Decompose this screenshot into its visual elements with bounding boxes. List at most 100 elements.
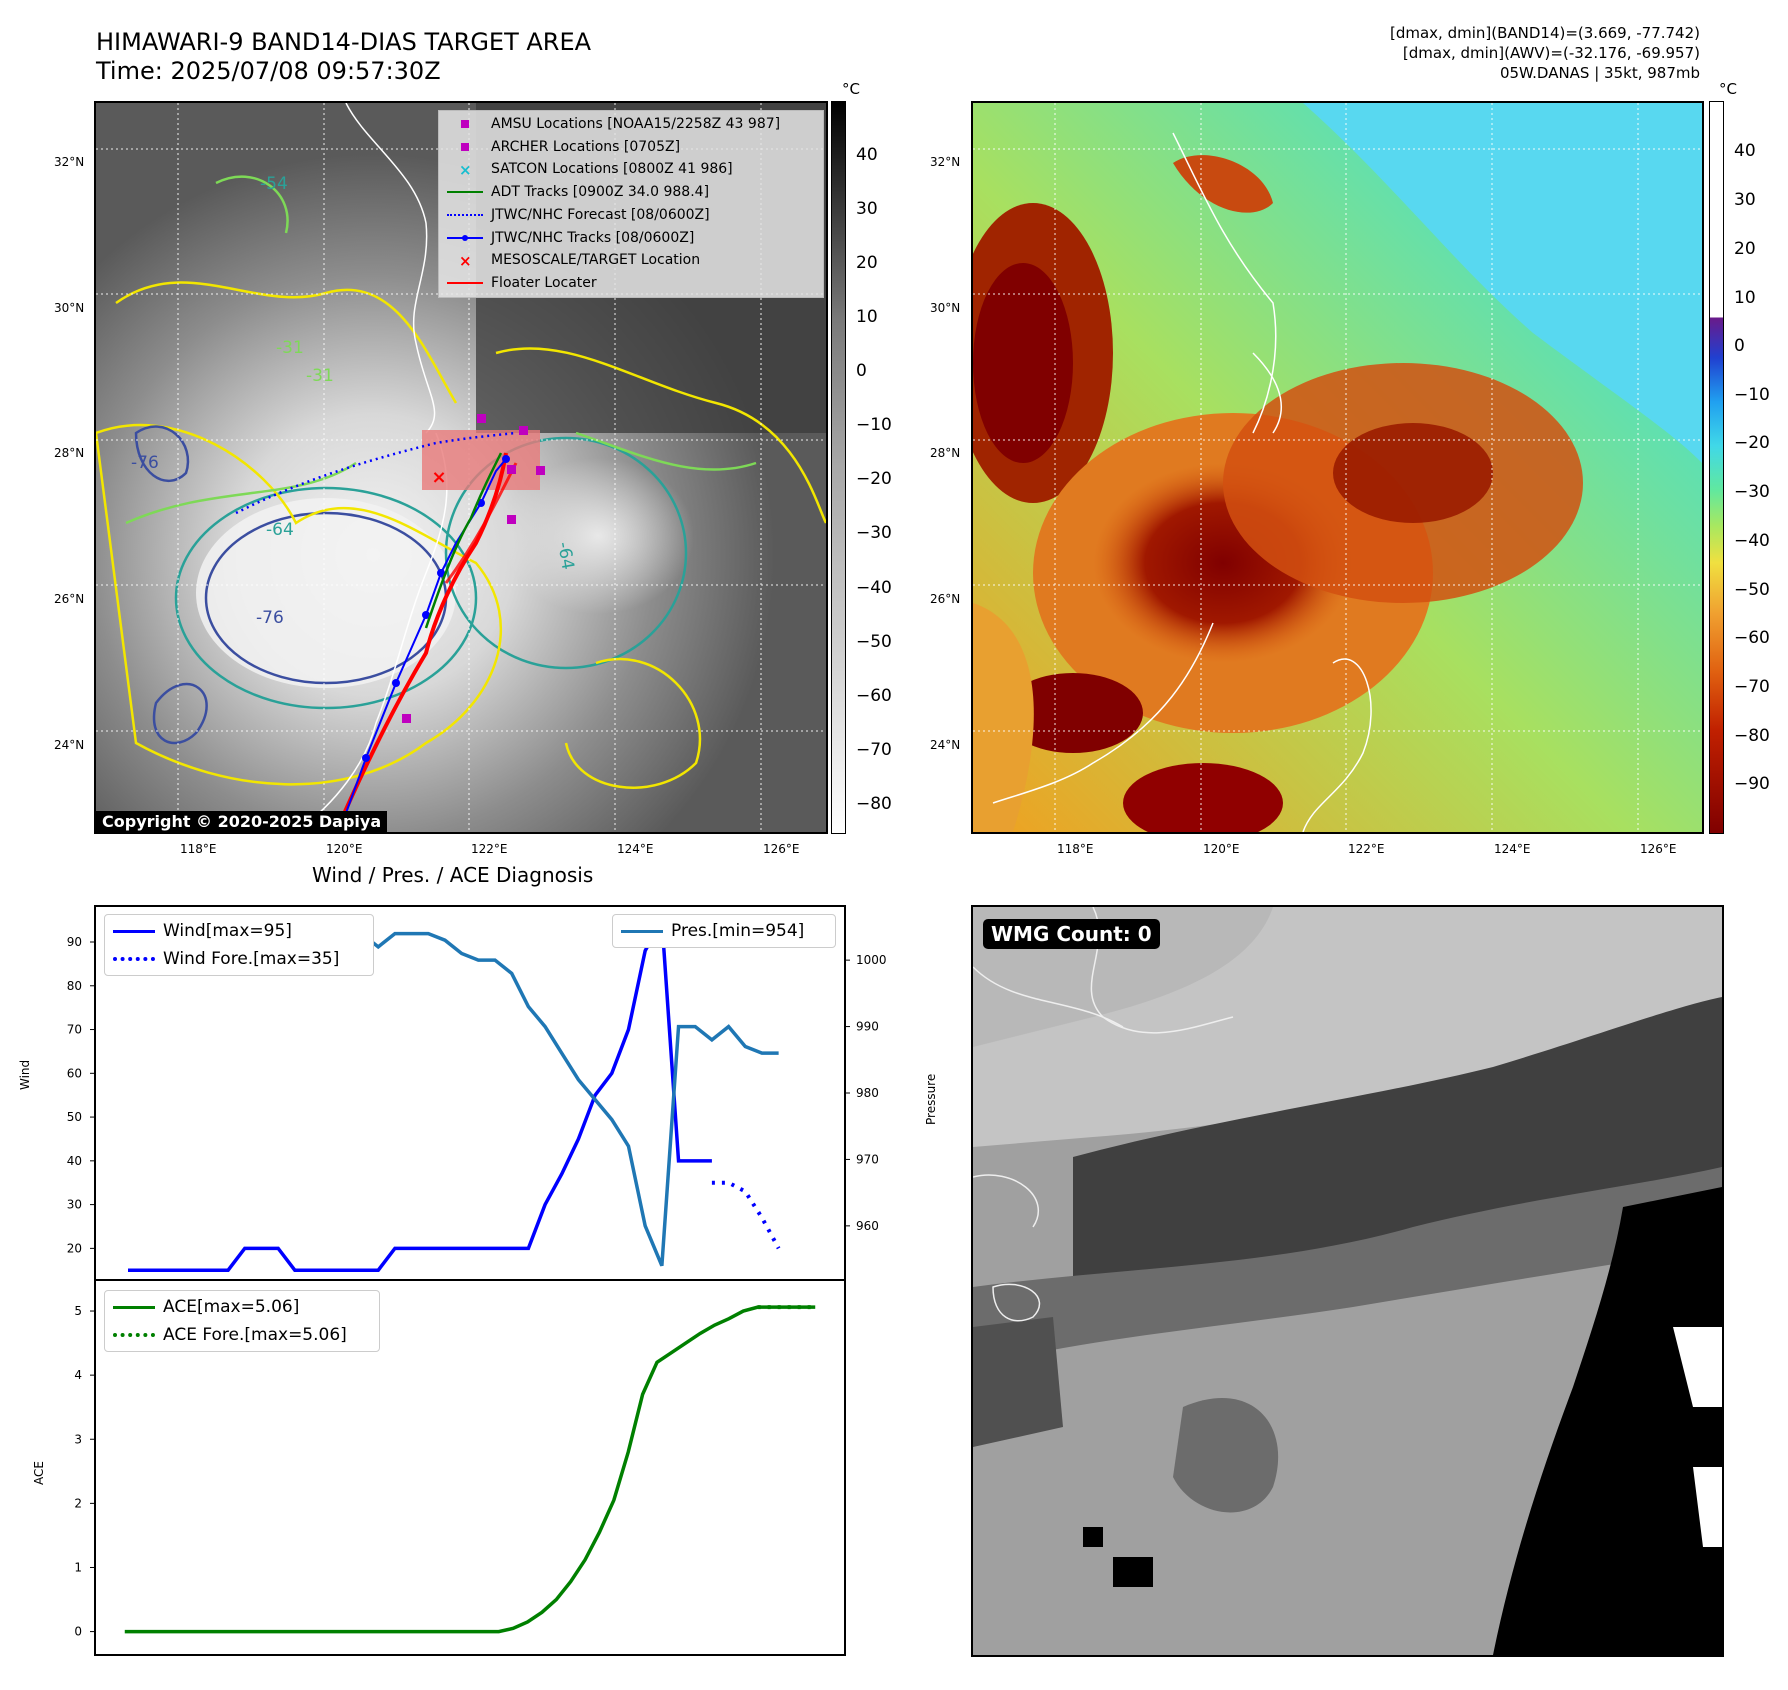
- legend-item-wind: Wind[max=95]: [113, 917, 365, 945]
- lat-label: 30°N: [54, 301, 85, 315]
- ace-tick-label: 3: [74, 1432, 82, 1446]
- lat-label: 28°N: [54, 446, 85, 460]
- band14-map-panel: × -54 -31 -76 -64 -76 -31 -64 AMSU Locat…: [94, 101, 828, 834]
- ace-tick-label: 0: [74, 1625, 82, 1639]
- colorbar-tick: −70: [856, 740, 892, 760]
- lon-label: 122°E: [1348, 842, 1385, 856]
- legend-item-tracks: JTWC/NHC Tracks [08/0600Z]: [447, 227, 815, 250]
- line-dot-icon: [447, 230, 483, 246]
- colorbar-tick: 30: [1734, 190, 1756, 210]
- contour-label: -54: [260, 174, 288, 194]
- pressure-legend: Pres.[min=954]: [612, 914, 836, 948]
- lat-label: 32°N: [54, 155, 85, 169]
- lat-label: 26°N: [930, 592, 961, 606]
- line-marker-icon: [447, 275, 483, 291]
- lon-label: 126°E: [1640, 842, 1677, 856]
- contour-label: -64: [553, 540, 578, 571]
- wind-tick-label: 20: [67, 1241, 82, 1255]
- ace-tick-label: 4: [74, 1368, 82, 1382]
- lon-label: 126°E: [763, 842, 800, 856]
- legend-item-ace: ACE[max=5.06]: [113, 1293, 371, 1321]
- legend-item-amsu: AMSU Locations [NOAA15/2258Z 43 987]: [447, 113, 815, 136]
- ace-axis-label: ACE: [32, 1461, 46, 1485]
- dotted-line-icon: [113, 1327, 155, 1343]
- ace-tick-label: 5: [74, 1304, 82, 1318]
- colorbar-tick: −40: [1734, 531, 1770, 551]
- colorbar-tick: −40: [856, 578, 892, 598]
- legend-item-archer: ARCHER Locations [0705Z]: [447, 136, 815, 159]
- colorbar-tick: −20: [856, 469, 892, 489]
- colorbar-tick: 20: [1734, 239, 1756, 259]
- legend-label: Pres.[min=954]: [671, 921, 805, 941]
- colorbar-tick: 20: [856, 253, 878, 273]
- figure-title: HIMAWARI-9 BAND14-DIAS TARGET AREA: [96, 28, 592, 56]
- ace-legend: ACE[max=5.06] ACE Fore.[max=5.06]: [104, 1290, 380, 1352]
- wind-tick-label: 70: [67, 1023, 82, 1037]
- pressure-tick-label: 990: [856, 1020, 879, 1034]
- contour-label: -76: [131, 453, 159, 473]
- dotted-line-icon: [113, 951, 155, 967]
- legend-item-ace-fore: ACE Fore.[max=5.06]: [113, 1321, 371, 1349]
- colorbar-tick: 30: [856, 199, 878, 219]
- wind-tick-label: 90: [67, 935, 82, 949]
- legend-label: JTWC/NHC Forecast [08/0600Z]: [491, 206, 710, 223]
- info-awv: [dmax, dmin](AWV)=(-32.176, -69.957): [1402, 44, 1700, 62]
- legend-label: MESOSCALE/TARGET Location: [491, 252, 701, 269]
- pressure-tick-label: 1000: [856, 953, 887, 967]
- contour-label: -31: [306, 366, 334, 386]
- colorbar-tick: −90: [1734, 774, 1770, 794]
- colorbar-unit: °C: [1719, 80, 1737, 98]
- square-marker-icon: [447, 116, 483, 132]
- colorbar-tick: 10: [1734, 288, 1756, 308]
- colorbar-tick: −50: [856, 632, 892, 652]
- lon-label: 124°E: [617, 842, 654, 856]
- contour-label: -31: [276, 338, 304, 358]
- legend-label: ADT Tracks [0900Z 34.0 988.4]: [491, 184, 710, 201]
- lon-label: 120°E: [1203, 842, 1240, 856]
- pressure-tick-label: 980: [856, 1086, 879, 1100]
- legend-item-forecast: JTWC/NHC Forecast [08/0600Z]: [447, 204, 815, 227]
- lat-label: 26°N: [54, 592, 85, 606]
- legend-item-adt: ADT Tracks [0900Z 34.0 988.4]: [447, 181, 815, 204]
- colorbar-tick: −20: [1734, 433, 1770, 453]
- colorbar-tick: −50: [1734, 580, 1770, 600]
- colorbar-tick: −80: [856, 794, 892, 814]
- colorbar-tick: 0: [1734, 336, 1745, 356]
- pressure-tick-label: 960: [856, 1219, 879, 1233]
- colorbar-right: [1709, 101, 1724, 834]
- wind-tick-label: 60: [67, 1066, 82, 1080]
- lon-label: 124°E: [1494, 842, 1531, 856]
- line-marker-icon: [113, 1299, 155, 1315]
- line-marker-icon: [113, 923, 155, 939]
- colorbar-unit: °C: [842, 80, 860, 98]
- copyright-badge: Copyright © 2020-2025 Dapiya: [96, 811, 388, 832]
- diagnosis-title: Wind / Pres. / ACE Diagnosis: [312, 863, 594, 887]
- legend-item-pressure: Pres.[min=954]: [621, 917, 827, 945]
- line-marker-icon: [447, 184, 483, 200]
- legend-label: Wind Fore.[max=35]: [163, 949, 340, 969]
- legend-label: ACE Fore.[max=5.06]: [163, 1325, 347, 1345]
- pressure-tick-label: 970: [856, 1152, 879, 1166]
- colorbar-tick: 40: [1734, 141, 1756, 161]
- colorbar-tick: 40: [856, 145, 878, 165]
- legend-label: JTWC/NHC Tracks [08/0600Z]: [491, 229, 695, 246]
- legend-label: Wind[max=95]: [163, 921, 292, 941]
- dotted-line-icon: [447, 207, 483, 223]
- line-marker-icon: [621, 923, 663, 939]
- info-band14: [dmax, dmin](BAND14)=(3.669, -77.742): [1389, 24, 1700, 42]
- wmg-map-svg: [973, 907, 1722, 1655]
- legend-item-wind-fore: Wind Fore.[max=35]: [113, 945, 365, 973]
- ace-tick-label: 1: [74, 1560, 82, 1574]
- square-marker-icon: [447, 139, 483, 155]
- ace-tick-label: 2: [74, 1496, 82, 1510]
- wmg-count-badge: WMG Count: 0: [983, 919, 1160, 949]
- legend-label: Floater Locater: [491, 274, 597, 291]
- lat-label: 24°N: [54, 738, 85, 752]
- pressure-axis-label: Pressure: [924, 1073, 938, 1125]
- colorbar-tick: 10: [856, 307, 878, 327]
- svg-text:×: ×: [431, 467, 446, 488]
- lon-label: 120°E: [326, 842, 363, 856]
- wind-legend: Wind[max=95] Wind Fore.[max=35]: [104, 914, 374, 976]
- contour-label: -76: [256, 608, 284, 628]
- colorbar-tick: −60: [1734, 628, 1770, 648]
